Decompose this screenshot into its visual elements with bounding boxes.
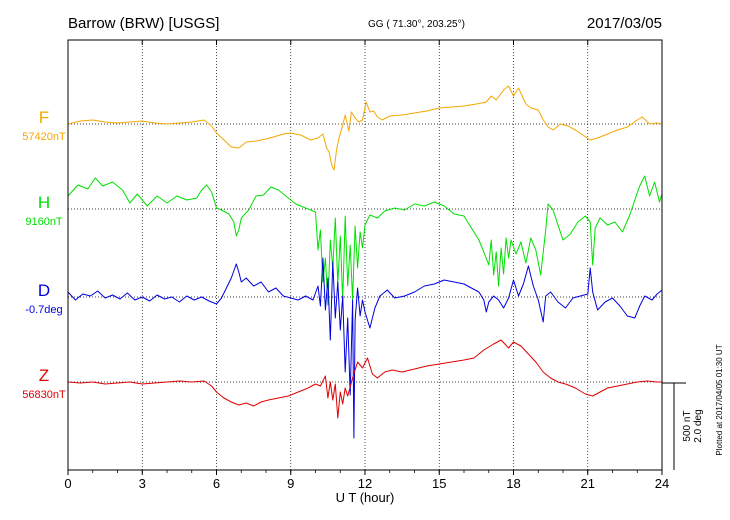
x-tick-label: 9: [287, 476, 294, 491]
x-tick-label: 12: [358, 476, 372, 491]
series-line-z: [67, 339, 662, 419]
x-tick-label: 15: [432, 476, 446, 491]
scale-bar: 500 nT 2.0 deg: [662, 382, 704, 470]
x-tick-label: 0: [64, 476, 71, 491]
x-tick-label: 18: [506, 476, 520, 491]
series-name-f: F: [39, 108, 49, 127]
x-axis-label: U T (hour): [336, 490, 395, 505]
series-line-h: [67, 175, 663, 306]
plot-date: 2017/03/05: [587, 15, 662, 32]
plot-frame: [67, 39, 663, 471]
x-axis-ticks: 0 3 6 9 12 15 18 21 24: [64, 40, 669, 491]
x-tick-label: 24: [655, 476, 669, 491]
station-title: Barrow (BRW) [USGS]: [68, 15, 219, 32]
series-baseline-h: 9160nT: [25, 216, 63, 228]
chart-grid: [68, 40, 662, 470]
series-name-h: H: [38, 193, 50, 212]
series-baseline-f: 57420nT: [22, 131, 66, 143]
plotted-timestamp: Plotted at 2017/04/05 01:30 UT: [715, 344, 724, 455]
series-line-f: [67, 85, 663, 171]
series-name-z: Z: [39, 366, 49, 385]
series-baseline-d: -0.7deg: [25, 304, 62, 316]
x-tick-label: 6: [213, 476, 220, 491]
series-name-d: D: [38, 281, 50, 300]
scale-bar-nt: 500 nT: [682, 410, 693, 441]
series-line-d: [67, 257, 663, 439]
series-labels: F 57420nT H 9160nT D -0.7deg Z 56830nT: [22, 108, 66, 401]
scale-bar-deg: 2.0 deg: [693, 409, 704, 442]
station-coords: GG ( 71.30°, 203.25°): [368, 19, 465, 30]
series-baseline-z: 56830nT: [22, 389, 66, 401]
x-tick-label: 3: [139, 476, 146, 491]
x-tick-label: 21: [581, 476, 595, 491]
series-lines: [67, 85, 663, 439]
